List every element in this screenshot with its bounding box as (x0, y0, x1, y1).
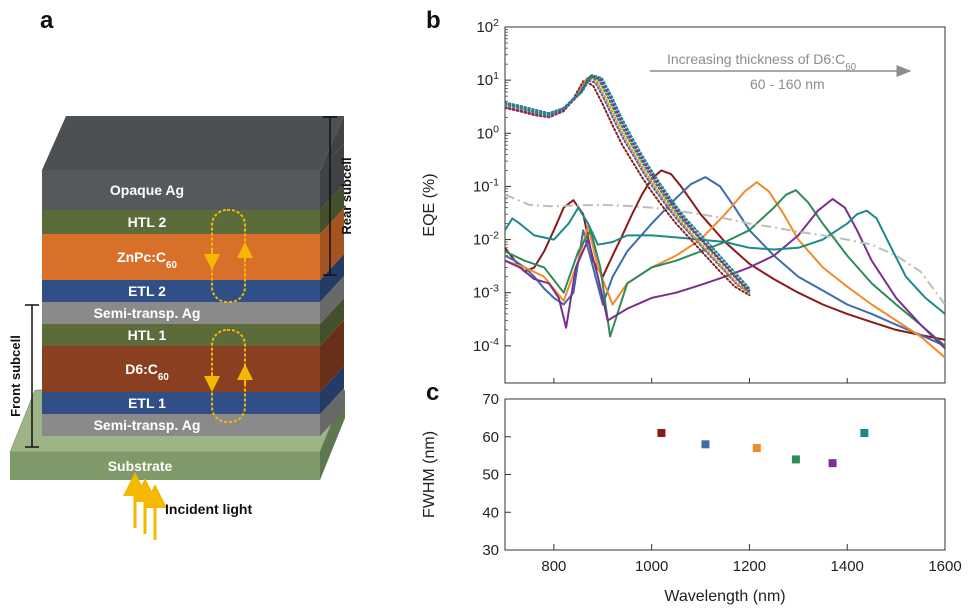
incident-light-arrows: Incident light (123, 472, 252, 540)
fwhm-point (860, 428, 869, 437)
stack-layer: Opaque Ag (42, 116, 344, 210)
eqe-curve (505, 206, 945, 315)
front-subcell-bracket: Front subcell (8, 304, 39, 448)
front-subcell-label: Front subcell (8, 335, 23, 417)
annotation-range: 60 - 160 nm (750, 76, 825, 92)
plot-b-frame (504, 26, 946, 384)
fwhm-point (791, 455, 800, 464)
eqe-curve (505, 169, 945, 341)
fwhm-point (657, 428, 666, 437)
y-tick-label: 10-4 (473, 336, 499, 355)
stack-layer: ETL 2 (42, 254, 344, 302)
eqe-curve (505, 198, 945, 350)
incident-light-label: Incident light (165, 501, 252, 517)
y-tick-label: 102 (476, 17, 499, 36)
panel-letter-a: a (40, 7, 54, 34)
y-axis-title: EQE (%) (421, 173, 438, 236)
stack-layer: Semi-transp. Ag (42, 388, 344, 436)
stack-layer-label: Semi-transp. Ag (94, 305, 201, 321)
fwhm-point (828, 459, 837, 468)
x-tick-label: 1000 (635, 558, 668, 575)
y-tick-label: 100 (476, 123, 499, 142)
stack-layer: ZnPc:C60 (42, 208, 344, 280)
stack-layer-label: HTL 2 (128, 214, 167, 230)
fwhm-plot: 30 40 50 60 70 800 1000 1200 1400 1600 FWHM (nm) Wa… (421, 391, 962, 605)
plot-c-frame (504, 398, 946, 551)
stack-layer-label: D6:C60 (125, 361, 169, 383)
front-current-loop (204, 329, 253, 423)
y-tick-label: 50 (482, 467, 499, 484)
fwhm-point (752, 444, 761, 453)
y-tick-label: 101 (476, 70, 499, 89)
eqe-dotted-curve (505, 75, 751, 294)
rear-subcell-label: Rear subcell (339, 157, 354, 234)
stack-layer-label: Semi-transp. Ag (94, 417, 201, 433)
y-tick-label: 70 (482, 391, 499, 408)
rear-current-loop (204, 209, 253, 303)
fwhm-point (701, 440, 710, 449)
device-stack: Semi-transp. Ag ETL 1 D6:C60 HTL 1 Semi-tran… (42, 116, 344, 436)
panel-letter-c: c (426, 379, 439, 406)
x-tick-label: 1600 (928, 558, 961, 575)
y-tick-label: 40 (482, 504, 499, 521)
stack-layer: HTL 2 (42, 184, 344, 234)
stack-layer-label: ZnPc:C60 (117, 249, 177, 271)
substrate-label: Substrate (108, 458, 173, 474)
y-tick-label: 10-3 (473, 283, 499, 302)
x-tick-label: 1200 (733, 558, 766, 575)
stack-layer: HTL 1 (42, 298, 344, 346)
stack-layer: Semi-transp. Ag (42, 276, 344, 324)
rear-subcell-bracket: Rear subcell (323, 116, 354, 276)
y-tick-label: 30 (482, 542, 499, 559)
panel-letter-b: b (426, 7, 441, 34)
eqe-plot: 10-4 10-3 10-2 10-1 100 101 102 EQE (%) Increasi… (421, 17, 946, 384)
stack-layer-label: ETL 2 (128, 283, 166, 299)
stack-layer-label: ETL 1 (128, 395, 166, 411)
eqe-dotted-curve (505, 76, 751, 294)
y-tick-label: 60 (482, 429, 499, 446)
eqe-dotted-curve (505, 74, 751, 292)
eqe-reference-curve (505, 193, 945, 306)
stack-layer-label: HTL 1 (128, 327, 167, 343)
eqe-dotted-curve (505, 79, 751, 294)
x-tick-label: 1400 (831, 558, 864, 575)
stack-layer-label: Opaque Ag (110, 182, 184, 198)
stack-layer: ETL 1 (42, 366, 344, 414)
x-tick-label: 800 (541, 558, 566, 575)
x-axis-title: Wavelength (nm) (664, 588, 785, 605)
eqe-curve (505, 189, 945, 347)
y-axis-title: FWHM (nm) (421, 431, 438, 518)
y-tick-label: 10-1 (473, 176, 499, 195)
annotation-text: Increasing thickness of D6:C60 (667, 51, 857, 73)
eqe-curve (505, 176, 945, 347)
stack-layer: D6:C60 (42, 320, 344, 392)
eqe-dotted-curve (505, 74, 751, 290)
y-tick-label: 10-2 (473, 230, 499, 249)
